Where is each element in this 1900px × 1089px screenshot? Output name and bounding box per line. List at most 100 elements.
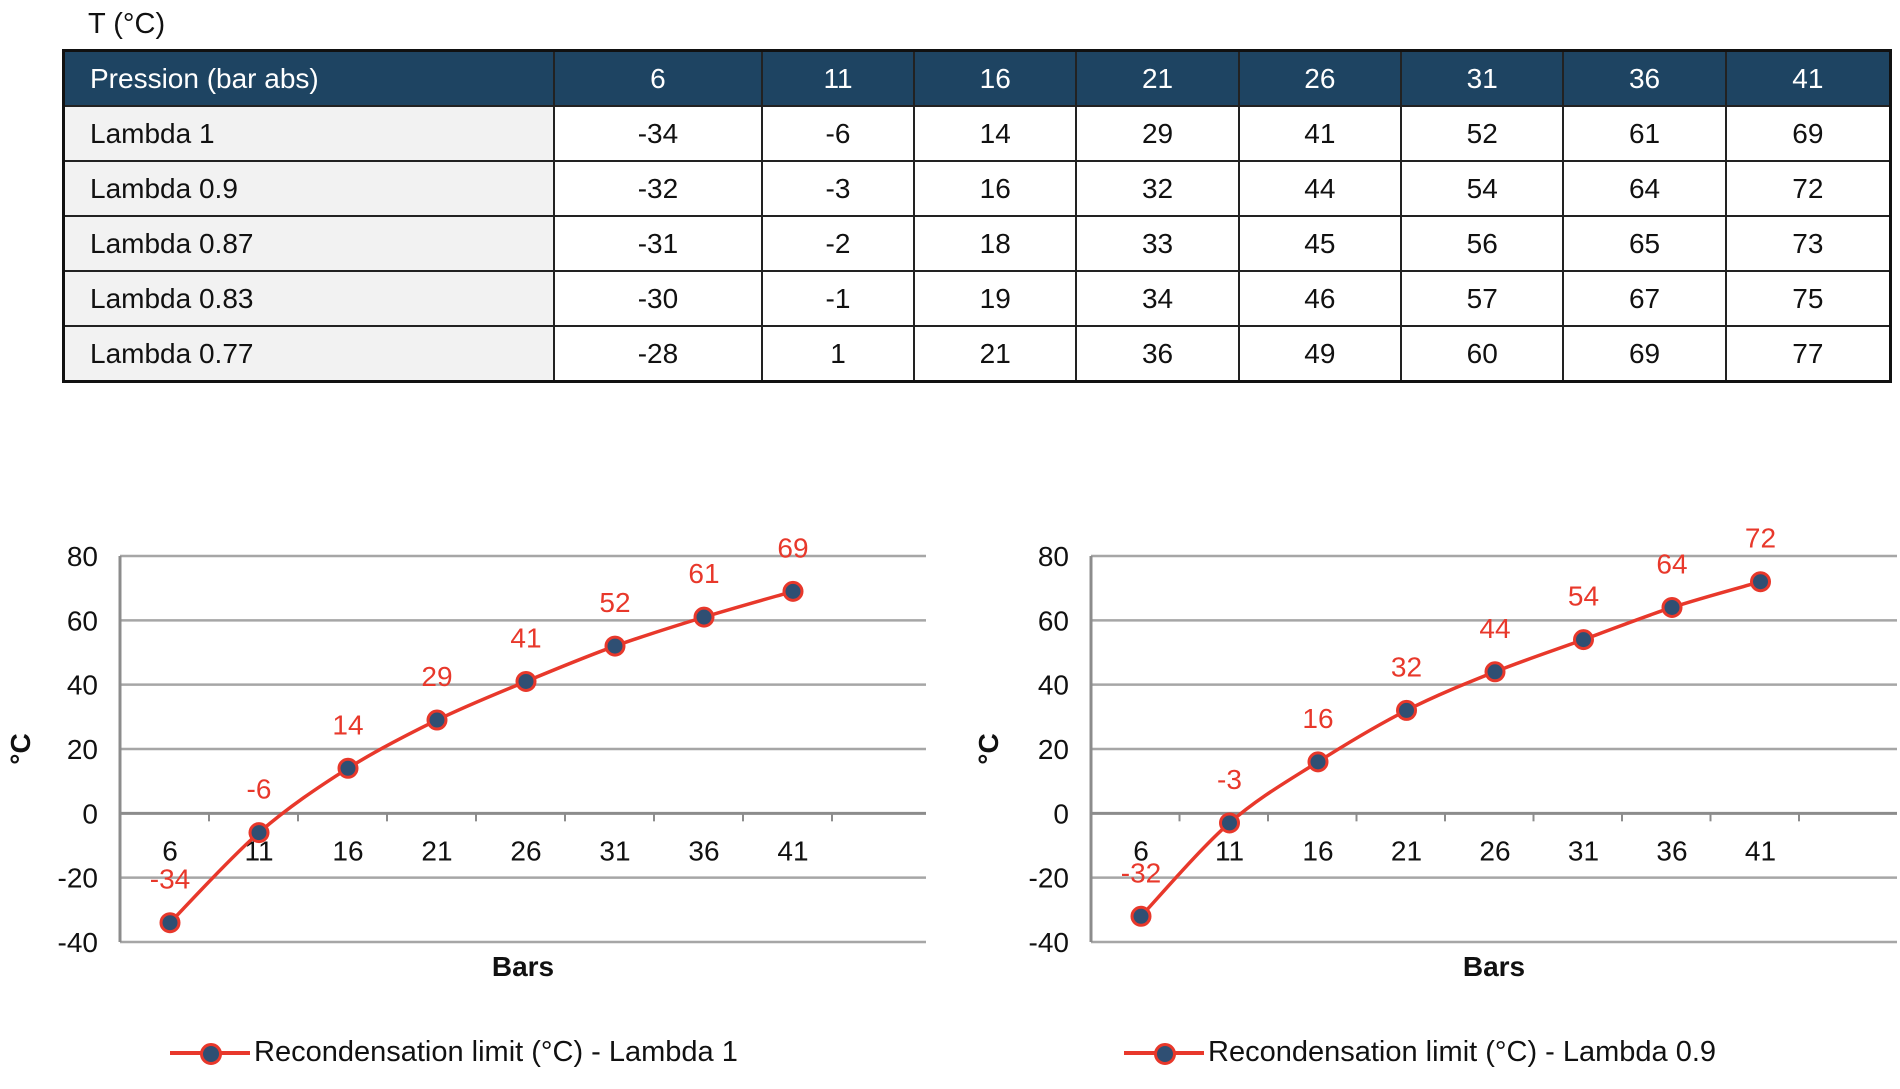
data-point (515, 670, 537, 692)
table-cell: -3 (760, 160, 916, 217)
data-label: -34 (150, 864, 190, 895)
series-line (168, 589, 794, 924)
column-header: 31 (1400, 49, 1565, 107)
table-cell: 56 (1400, 215, 1565, 272)
data-point (1307, 751, 1329, 773)
y-tick-label: 60 (67, 605, 98, 636)
data-label: 61 (688, 558, 719, 589)
table-cell: 72 (1724, 160, 1892, 217)
data-point (782, 580, 804, 602)
table-cell: 14 (913, 105, 1078, 162)
data-point (159, 912, 181, 934)
table-cell: -32 (553, 160, 763, 217)
table-cell: 65 (1562, 215, 1727, 272)
table-cell: 41 (1237, 105, 1403, 162)
y-tick-label: 80 (1038, 541, 1069, 572)
y-tick-label: -20 (1029, 863, 1069, 894)
table-cell: 64 (1562, 160, 1727, 217)
table-cell: 32 (1075, 160, 1240, 217)
legend-lambda-0-9: Recondensation limit (°C) - Lambda 0.9 (1124, 1036, 1716, 1069)
data-label: 52 (599, 587, 630, 618)
data-point (1396, 699, 1417, 721)
data-point (1219, 812, 1240, 834)
legend-lambda-1: Recondensation limit (°C) - Lambda 1 (170, 1036, 738, 1069)
y-tick-label: 40 (1038, 670, 1069, 701)
data-point (1130, 905, 1152, 927)
y-tick-label: -20 (58, 863, 98, 894)
y-tick-label: 0 (1053, 798, 1069, 829)
y-tick-label: -40 (1029, 927, 1069, 958)
data-label: 72 (1745, 523, 1776, 554)
x-tick-label: 36 (1656, 835, 1687, 866)
table-cell: -28 (553, 325, 763, 383)
data-point (604, 635, 626, 657)
table-cell: 73 (1724, 215, 1892, 272)
x-tick-label: 26 (1479, 835, 1510, 866)
unit-label: T (°C) (88, 8, 166, 40)
table-row: Lambda 0.9 -32 -3 16 32 44 54 64 72 (62, 160, 1892, 217)
y-axis-title: °C (973, 733, 1004, 764)
table-cell: 49 (1237, 325, 1403, 383)
row-label: Lambda 0.87 (62, 215, 555, 272)
data-label: -32 (1121, 857, 1161, 888)
y-tick-label: 20 (67, 734, 98, 765)
data-label: 64 (1656, 548, 1687, 579)
table-cell: 36 (1075, 325, 1240, 383)
data-point (337, 757, 359, 779)
table-cell: 77 (1724, 325, 1892, 383)
table-cell: -1 (760, 270, 916, 327)
table-cell: -34 (553, 105, 763, 162)
y-tick-label: 0 (82, 798, 98, 829)
table-cell: 67 (1562, 270, 1727, 327)
x-tick-label: 11 (1215, 835, 1244, 866)
data-point (248, 822, 270, 844)
x-tick-label: 26 (510, 835, 541, 866)
table-cell: 61 (1562, 105, 1727, 162)
data-point (1750, 571, 1771, 593)
x-tick-label: 21 (1391, 835, 1422, 866)
table-cell: 21 (913, 325, 1078, 383)
x-tick-label: 41 (1745, 835, 1776, 866)
legend-label: Recondensation limit (°C) - Lambda 1 (254, 1036, 738, 1068)
data-point (1484, 661, 1506, 683)
data-label: 29 (421, 661, 452, 692)
x-tick-label: 41 (777, 835, 808, 866)
column-header: 26 (1237, 49, 1403, 107)
legend-label: Recondensation limit (°C) - Lambda 0.9 (1208, 1036, 1717, 1068)
table-cell: -6 (760, 105, 916, 162)
y-tick-label: 80 (67, 541, 98, 572)
data-label: 69 (777, 532, 808, 563)
table-cell: 69 (1724, 105, 1892, 162)
data-label: 16 (1302, 703, 1333, 734)
row-label: Lambda 1 (62, 105, 555, 162)
x-tick-label: 31 (1568, 835, 1599, 866)
table-cell: -2 (760, 215, 916, 272)
table-cell: 46 (1237, 270, 1403, 327)
data-label: -6 (247, 774, 272, 805)
chart-lambda-0-9: -40 -20 0 20 40 60 80 6 11 16 21 26 31 36 41 Bars °C -32 -… (973, 523, 1897, 982)
x-axis-title: Bars (1463, 951, 1525, 982)
data-label: 14 (332, 709, 363, 740)
x-tick-label: 6 (162, 835, 178, 866)
data-label: 44 (1479, 613, 1510, 644)
x-tick-label: 31 (599, 835, 630, 866)
column-header: 11 (760, 49, 916, 107)
table-cell: 75 (1724, 270, 1892, 327)
row-label: Lambda 0.77 (62, 325, 555, 383)
temperature-table: Pression (bar abs) 6 11 16 21 26 31 36 4… (62, 49, 1892, 383)
table-cell: 16 (913, 160, 1078, 217)
table-cell: 54 (1400, 160, 1565, 217)
table-row: Lambda 0.87 -31 -2 18 33 45 56 65 73 (62, 215, 1892, 272)
column-header: 41 (1724, 49, 1892, 107)
data-label: 41 (510, 622, 541, 653)
x-tick-label: 16 (332, 835, 363, 866)
y-tick-label: 20 (1038, 734, 1069, 765)
table-cell: 33 (1075, 215, 1240, 272)
data-point (1661, 596, 1683, 618)
y-tick-label: 60 (1038, 605, 1069, 636)
row-label: Lambda 0.9 (62, 160, 555, 217)
data-point (1573, 629, 1594, 651)
table-cell: 69 (1562, 325, 1727, 383)
